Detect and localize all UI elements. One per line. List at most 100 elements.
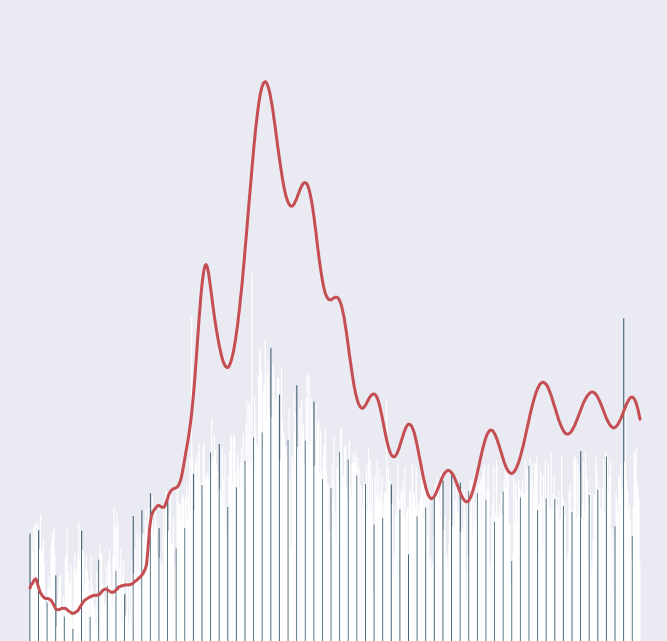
volume-bar (246, 401, 248, 641)
volume-bar (291, 456, 293, 641)
volume-bar (302, 423, 304, 641)
volume-bar (94, 605, 96, 641)
volume-bar (339, 451, 341, 641)
volume-bar (254, 396, 256, 641)
volume-bar (565, 597, 567, 641)
volume-bar (128, 581, 130, 641)
volume-bar (369, 459, 371, 641)
volume-bar (551, 513, 553, 641)
volume-bar (316, 438, 318, 641)
volume-bar (198, 442, 200, 641)
volume-bar (636, 484, 638, 641)
volume-bar (429, 560, 431, 641)
volume-bar (631, 536, 633, 641)
volume-bar (169, 491, 172, 641)
volume-bar (430, 557, 432, 641)
volume-bar (387, 467, 390, 641)
volume-bar (624, 461, 626, 641)
volume-bar (553, 475, 555, 641)
volume-bar (258, 348, 261, 641)
volume-bar (629, 521, 631, 641)
volume-bar (309, 445, 311, 641)
volume-bar (108, 549, 110, 641)
volume-bar (97, 611, 99, 641)
volume-bar (180, 517, 182, 641)
volume-bar (191, 317, 193, 641)
volume-bar (277, 378, 279, 641)
volume-bar (250, 465, 252, 641)
volume-bar (226, 560, 228, 641)
volume-bar (380, 492, 382, 641)
volume-bar (167, 501, 169, 641)
volume-bar (479, 480, 481, 641)
volume-bar (569, 485, 571, 641)
volume-bar (583, 461, 585, 641)
volume-bar (218, 443, 220, 641)
volume-bar (169, 513, 171, 641)
volume-bar (447, 564, 449, 641)
volume-bar (314, 466, 316, 641)
volume-bar (330, 488, 332, 641)
volume-bar (487, 463, 489, 641)
volume-bar (161, 561, 163, 641)
volume-bar (458, 500, 460, 641)
volume-bar (324, 428, 326, 641)
volume-bar (82, 549, 84, 641)
volume-bar (267, 360, 269, 641)
volume-bar (591, 563, 593, 641)
volume-bar (230, 435, 232, 641)
volume-bar (342, 487, 344, 641)
volume-bar (103, 590, 105, 641)
volume-bar (570, 518, 572, 641)
volume-bar (345, 486, 348, 641)
volume-bar (568, 491, 570, 641)
volume-bar (542, 475, 544, 641)
volume-bar (564, 515, 566, 641)
volume-bar (341, 430, 343, 641)
volume-bar (398, 499, 400, 641)
volume-bar (567, 551, 569, 641)
volume-bar (193, 510, 196, 641)
volume-bar (409, 492, 412, 641)
volume-bar (53, 526, 55, 641)
volume-bar (476, 492, 479, 641)
volume-bar (174, 566, 176, 641)
volume-bar (392, 576, 394, 641)
volume-bar (318, 419, 320, 641)
volume-bar (436, 477, 438, 641)
volume-bar (518, 486, 521, 641)
volume-bar (111, 603, 113, 641)
volume-bar (506, 470, 508, 641)
volume-bar (507, 472, 509, 641)
volume-bar (420, 494, 422, 641)
volume-bar (209, 463, 211, 641)
volume-bar (243, 463, 245, 641)
volume-bar (482, 467, 484, 641)
volume-bar (434, 484, 436, 641)
volume-bar (271, 417, 273, 641)
volume-bar (328, 530, 330, 641)
volume-bar (142, 533, 144, 641)
volume-bar (296, 385, 298, 641)
volume-bar (528, 465, 530, 641)
volume-bar (633, 451, 635, 641)
volume-bar (275, 399, 277, 641)
volume-bar (389, 523, 392, 641)
volume-bar (65, 554, 67, 641)
volume-bar (399, 509, 401, 641)
volume-bar (497, 517, 500, 641)
volume-bar (485, 499, 487, 641)
volume-bar (95, 626, 97, 641)
volume-bar (597, 489, 599, 641)
volume-bar (286, 445, 288, 641)
volume-bar (156, 555, 158, 641)
volume-bar (265, 420, 267, 641)
volume-bar (453, 487, 455, 641)
volume-bar (566, 558, 568, 641)
volume-bar (555, 495, 557, 641)
volume-bar (104, 601, 107, 641)
volume-bar (105, 566, 108, 641)
volume-bar (499, 514, 501, 641)
volume-bar (248, 402, 250, 641)
volume-bar (462, 530, 464, 641)
